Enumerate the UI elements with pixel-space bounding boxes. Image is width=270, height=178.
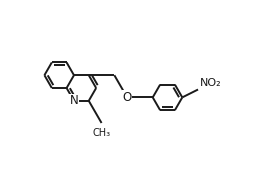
Text: N: N — [70, 94, 78, 107]
Text: NO₂: NO₂ — [200, 78, 222, 88]
Text: CH₃: CH₃ — [93, 128, 111, 138]
Text: O: O — [123, 91, 132, 104]
